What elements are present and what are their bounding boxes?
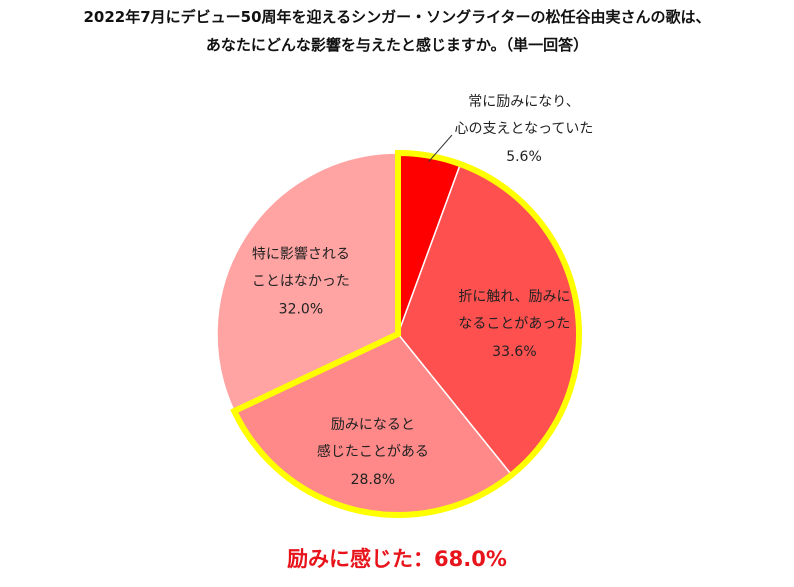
chart-title-line-2: あなたにどんな影響を与えたと感じますか。（単一回答） (205, 36, 589, 54)
slice-3-label-line-2: 感じたことがある (317, 443, 429, 460)
slice-4-percent: 32.0% (279, 301, 323, 317)
slice-2-percent: 33.6% (492, 344, 536, 360)
slice-4-label-line-1: 特に影響される (252, 245, 350, 262)
pie-slice-4 (216, 152, 399, 413)
slice-1-percent: 5.6% (506, 149, 542, 165)
encouraged-total: 励みに感じた：68.0% (287, 547, 507, 571)
slice-2-label-line-2: なることがあった (458, 316, 570, 332)
slice-3-percent: 28.8% (351, 472, 395, 488)
leader-line (428, 134, 453, 163)
slice-4-label-line-2: ことはなかった (252, 273, 350, 289)
slice-3-label-line-1: 励みになると (331, 417, 415, 433)
slice-1-label-line-1: 常に励みになり、 (468, 94, 579, 110)
highlight-outline (230, 149, 582, 518)
slice-1-label-line-2: 心の支えとなっていた (455, 121, 594, 137)
chart-title-line-1: 2022年7月にデビュー50周年を迎えるシンガー・ソングライターの松任谷由実さん… (83, 8, 711, 26)
slice-2-label-line-1: 折に触れ、励みに (458, 289, 570, 305)
